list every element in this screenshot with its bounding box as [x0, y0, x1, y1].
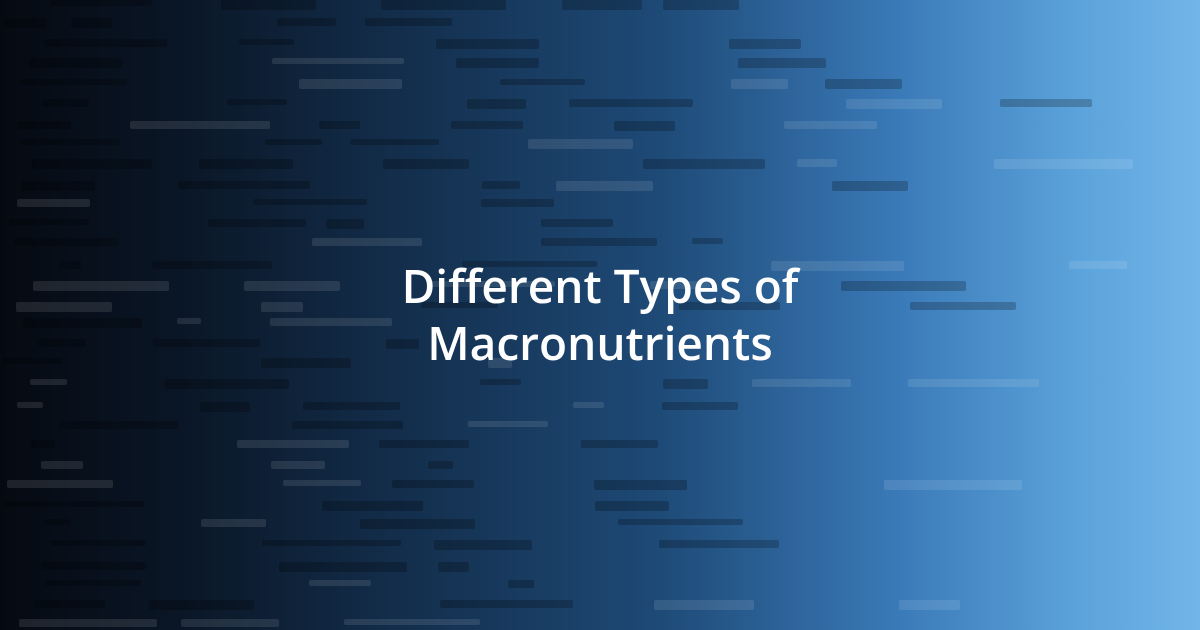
page-title: Different Types of Macronutrients	[402, 258, 799, 373]
title-container: Different Types of Macronutrients	[0, 0, 1200, 630]
